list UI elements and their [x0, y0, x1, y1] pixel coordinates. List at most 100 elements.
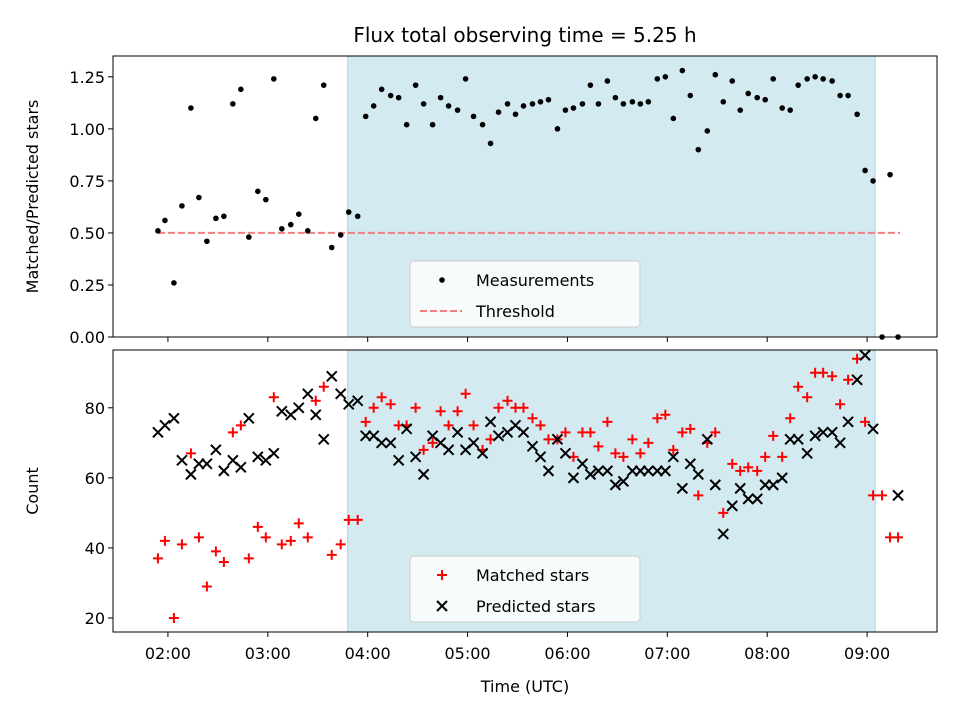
matched-star-point — [518, 402, 529, 413]
measurement-point — [620, 101, 627, 107]
predicted-star-point — [559, 447, 572, 460]
measurement-point — [829, 78, 835, 84]
predicted-star-point — [709, 479, 721, 491]
y-tick-label: 1.00 — [69, 120, 105, 139]
x-tick-label: 09:00 — [844, 644, 890, 663]
predicted-star-point — [692, 468, 704, 481]
matched-star-point — [176, 539, 187, 550]
measurement-point — [654, 76, 661, 82]
matched-star-point — [677, 427, 688, 438]
measurement-point — [271, 76, 277, 82]
measurement-point — [287, 221, 294, 228]
predicted-star-point — [185, 468, 197, 481]
measurement-point — [529, 101, 536, 107]
predicted-star-point — [159, 419, 171, 432]
predicted-star-point — [484, 416, 497, 428]
axes-frame — [112, 349, 938, 633]
matched-star-point — [285, 535, 296, 546]
matched-star-point — [502, 395, 513, 406]
predicted-star-point — [417, 468, 430, 481]
measurement-point — [213, 215, 219, 222]
measurement-point — [328, 244, 335, 251]
measurement-point — [403, 121, 410, 128]
predicted-star-point — [792, 433, 804, 446]
measurement-point — [687, 92, 694, 99]
predicted-star-point — [826, 426, 838, 439]
matched-star-point — [210, 546, 221, 557]
predicted-star-point — [717, 528, 729, 540]
predicted-star-point — [268, 447, 280, 460]
matched-star-point — [368, 402, 379, 413]
x-tick-label: 08:00 — [744, 644, 790, 663]
predicted-star-point — [809, 430, 821, 442]
predicted-star-point — [293, 402, 305, 414]
measurement-point — [612, 94, 619, 101]
matched-star-point — [352, 514, 363, 525]
measurement-point — [345, 209, 352, 215]
predicted-star-point — [476, 447, 489, 460]
measurement-point — [887, 171, 893, 178]
measurement-point — [595, 101, 602, 107]
predicted-star-point — [867, 423, 879, 435]
matched-star-point — [868, 490, 879, 501]
y-tick-label: 0.25 — [69, 276, 105, 295]
matched-star-point — [227, 427, 238, 438]
predicted-star-point — [851, 374, 863, 386]
measurement-point — [729, 78, 736, 84]
predicted-star-point — [218, 465, 230, 477]
matched-star-point — [360, 416, 371, 427]
measurement-point — [570, 105, 577, 111]
x-tick-label: 05:00 — [445, 644, 491, 663]
y-axis-label: Count — [23, 467, 42, 515]
matched-star-point — [302, 532, 313, 543]
measurement-point — [312, 115, 319, 122]
predicted-star-point — [235, 461, 247, 474]
measurement-point — [412, 82, 419, 88]
predicted-star-point — [310, 409, 322, 421]
matched-star-point — [460, 388, 471, 399]
predicted-star-point — [842, 416, 854, 428]
measurement-point — [762, 96, 769, 103]
matched-star-point — [793, 381, 804, 392]
matched-star-point — [760, 451, 771, 462]
predicted-star-point — [551, 433, 564, 446]
predicted-star-point — [276, 405, 288, 418]
predicted-star-point — [243, 412, 255, 425]
measurement-point — [520, 103, 527, 109]
predicted-star-point — [584, 468, 597, 481]
matched-star-point — [243, 553, 254, 564]
measurement-point — [804, 76, 810, 82]
predicted-star-point — [492, 430, 505, 442]
measurement-point — [795, 82, 801, 88]
matched-star-point — [602, 416, 613, 427]
predicted-star-point — [302, 388, 314, 400]
matched-star-point — [376, 392, 387, 403]
measurement-point — [662, 74, 669, 80]
predicted-star-point — [343, 398, 355, 411]
y-tick-label: 0.50 — [69, 224, 105, 243]
matched-star-point — [627, 434, 638, 445]
predicted-star-point — [351, 395, 364, 407]
predicted-star-point — [859, 349, 871, 361]
measurement-point — [637, 101, 644, 107]
predicted-star-point — [601, 465, 614, 477]
legend-box — [409, 260, 641, 328]
matched-star-point — [218, 556, 229, 567]
measurement-point — [604, 78, 611, 84]
predicted-star-point — [451, 426, 464, 439]
predicted-star-point — [726, 500, 738, 512]
matched-star-point — [159, 535, 170, 546]
measurement-point — [337, 232, 344, 238]
measurement-point — [554, 126, 561, 132]
top-panel: 0.00 0.25 0.50 0.75 1.00 1.25 Matched/Predicte… — [23, 55, 938, 347]
measurement-point — [437, 94, 444, 101]
legend-label: Measurements — [476, 271, 594, 290]
measurement-point — [378, 86, 385, 93]
measurement-point — [354, 213, 361, 220]
measurement-point — [238, 86, 244, 93]
matched-star-point — [727, 458, 738, 469]
measurement-point — [278, 225, 285, 232]
matched-star-point — [535, 420, 546, 431]
predicted-star-point — [576, 458, 589, 470]
